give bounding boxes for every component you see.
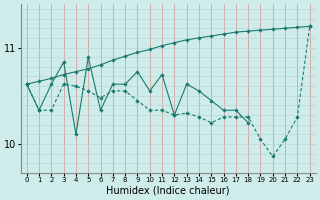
X-axis label: Humidex (Indice chaleur): Humidex (Indice chaleur) xyxy=(107,186,230,196)
